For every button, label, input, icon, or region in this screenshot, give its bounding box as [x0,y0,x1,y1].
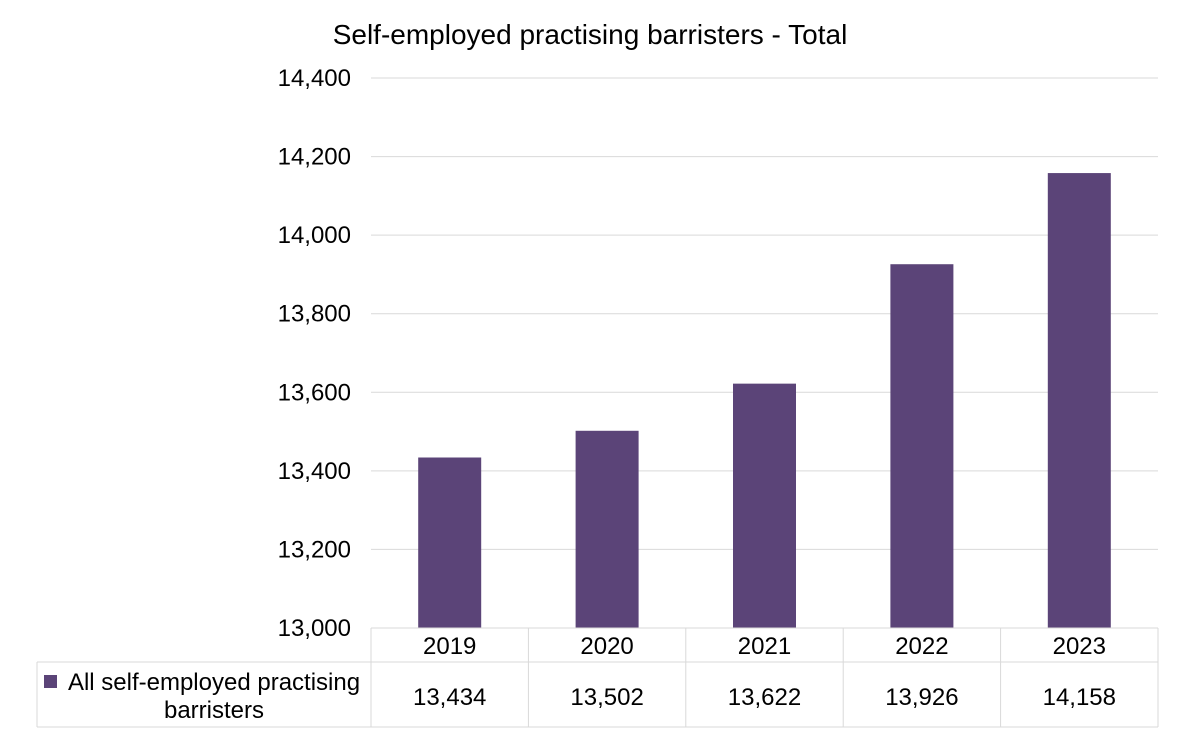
legend-swatch [44,675,57,688]
category-label: 2022 [895,633,948,660]
legend-label-line2: barristers [164,697,264,724]
value-label: 13,502 [570,684,643,711]
y-tick-label: 13,200 [278,536,351,563]
y-tick-label: 14,400 [278,65,351,92]
y-tick-label: 13,800 [278,301,351,328]
bar-2019 [418,457,482,628]
bar-2020 [575,430,639,628]
value-label: 14,158 [1043,684,1116,711]
y-tick-label: 13,000 [278,615,351,642]
category-label: 2021 [738,633,791,660]
chart-title: Self-employed practising barristers - To… [333,19,848,50]
y-axis-ticks: 13,000 13,200 13,400 13,600 13,800 14,000 14,2… [278,65,351,642]
data-table: 2019 13,434 2020 13,502 2021 13,622 2022 13,926… [36,627,1159,728]
category-label: 2020 [580,633,633,660]
y-tick-label: 13,400 [278,458,351,485]
bar-2021 [733,383,796,628]
y-tick-label: 13,600 [278,379,351,406]
y-tick-label: 14,000 [278,222,351,249]
bars [418,173,1111,629]
value-label: 13,926 [885,684,958,711]
value-label: 13,434 [413,684,486,711]
y-tick-label: 14,200 [278,144,351,171]
value-label: 13,622 [728,684,801,711]
category-label: 2019 [423,633,476,660]
bar-2022 [890,264,954,628]
legend-label-line1: All self-employed practising [68,669,360,696]
category-label: 2023 [1053,633,1106,660]
bar-2023 [1047,173,1111,629]
